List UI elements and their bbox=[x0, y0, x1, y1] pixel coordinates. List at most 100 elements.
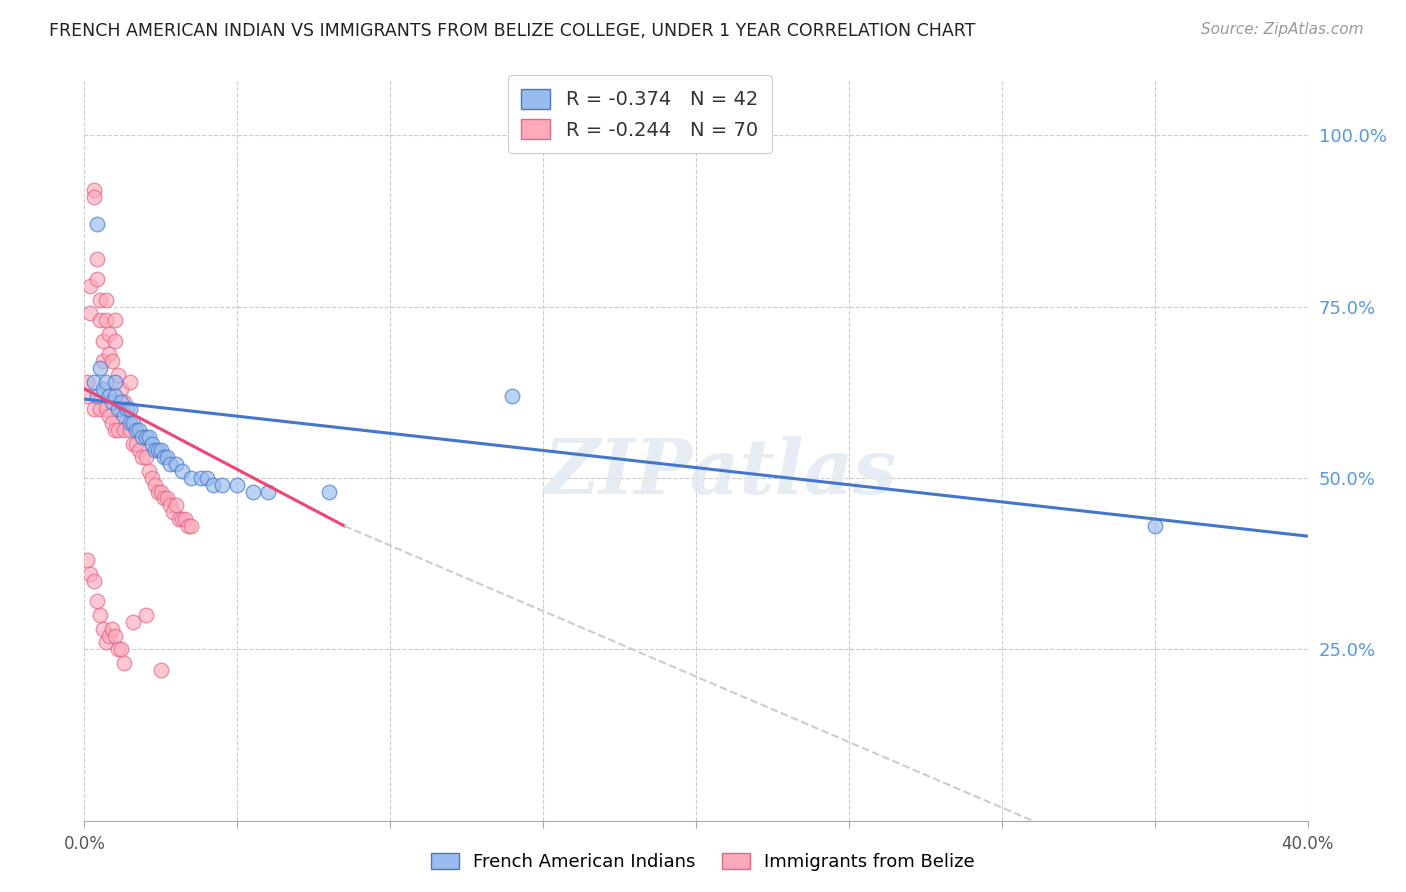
Point bbox=[135, 607, 157, 622]
Point bbox=[76, 375, 98, 389]
Point bbox=[165, 498, 187, 512]
Point bbox=[89, 313, 111, 327]
Point bbox=[112, 395, 135, 409]
Point bbox=[91, 354, 114, 368]
Point bbox=[110, 642, 132, 657]
Point bbox=[101, 395, 124, 409]
Point bbox=[76, 389, 98, 403]
Point bbox=[128, 423, 150, 437]
Point bbox=[120, 423, 142, 437]
Point bbox=[89, 402, 111, 417]
Point bbox=[89, 293, 111, 307]
Point bbox=[83, 402, 105, 417]
Point bbox=[138, 430, 160, 444]
Point bbox=[172, 512, 194, 526]
Point bbox=[1143, 519, 1166, 533]
Point bbox=[79, 566, 101, 581]
Point bbox=[156, 450, 179, 465]
Point bbox=[122, 416, 145, 430]
Point bbox=[83, 190, 105, 204]
Point bbox=[86, 594, 108, 608]
Point bbox=[122, 436, 145, 450]
Point bbox=[131, 450, 153, 465]
Point bbox=[107, 368, 129, 382]
Point bbox=[120, 402, 142, 417]
Point bbox=[165, 457, 187, 471]
Point bbox=[242, 484, 264, 499]
Point bbox=[135, 450, 157, 465]
Point bbox=[149, 663, 172, 677]
Point bbox=[120, 375, 142, 389]
Text: Source: ZipAtlas.com: Source: ZipAtlas.com bbox=[1201, 22, 1364, 37]
Point bbox=[190, 471, 212, 485]
Point bbox=[94, 293, 117, 307]
Point bbox=[94, 375, 117, 389]
Point bbox=[180, 519, 202, 533]
Point bbox=[112, 656, 135, 670]
Point bbox=[83, 183, 105, 197]
Point bbox=[143, 443, 166, 458]
Point bbox=[153, 491, 176, 506]
Point bbox=[125, 436, 148, 450]
Point bbox=[159, 498, 181, 512]
Point bbox=[101, 416, 124, 430]
Point bbox=[141, 436, 163, 450]
Point bbox=[83, 574, 105, 588]
Point bbox=[138, 464, 160, 478]
Point bbox=[91, 334, 114, 348]
Text: ZIPatlas: ZIPatlas bbox=[544, 435, 897, 509]
Point bbox=[120, 416, 142, 430]
Point bbox=[167, 512, 190, 526]
Point bbox=[110, 395, 132, 409]
Point bbox=[195, 471, 218, 485]
Point bbox=[135, 430, 157, 444]
Point bbox=[91, 622, 114, 636]
Point bbox=[110, 382, 132, 396]
Point bbox=[107, 642, 129, 657]
Point bbox=[159, 457, 181, 471]
Point bbox=[110, 402, 132, 417]
Point bbox=[128, 443, 150, 458]
Point bbox=[122, 615, 145, 629]
Point bbox=[318, 484, 340, 499]
Point bbox=[174, 512, 197, 526]
Point bbox=[162, 505, 184, 519]
Point bbox=[153, 450, 176, 465]
Point bbox=[104, 423, 127, 437]
Point bbox=[146, 443, 169, 458]
Point bbox=[156, 491, 179, 506]
Point bbox=[94, 313, 117, 327]
Point bbox=[91, 382, 114, 396]
Point bbox=[141, 471, 163, 485]
Point bbox=[115, 409, 138, 424]
Point bbox=[112, 423, 135, 437]
Point bbox=[149, 484, 172, 499]
Point bbox=[79, 279, 101, 293]
Point bbox=[97, 326, 120, 341]
Point bbox=[107, 423, 129, 437]
Point bbox=[177, 519, 200, 533]
Legend: R = -0.374   N = 42, R = -0.244   N = 70: R = -0.374 N = 42, R = -0.244 N = 70 bbox=[508, 75, 772, 153]
Point bbox=[97, 628, 120, 642]
Point bbox=[89, 607, 111, 622]
Point bbox=[107, 402, 129, 417]
Point bbox=[86, 389, 108, 403]
Point bbox=[115, 402, 138, 417]
Point bbox=[101, 622, 124, 636]
Point bbox=[79, 306, 101, 320]
Point bbox=[86, 252, 108, 266]
Point bbox=[502, 389, 524, 403]
Point bbox=[104, 375, 127, 389]
Point bbox=[257, 484, 280, 499]
Point bbox=[149, 443, 172, 458]
Point bbox=[172, 464, 194, 478]
Legend: French American Indians, Immigrants from Belize: French American Indians, Immigrants from… bbox=[425, 846, 981, 879]
Point bbox=[89, 361, 111, 376]
Point bbox=[97, 409, 120, 424]
Point bbox=[86, 272, 108, 286]
Point bbox=[76, 553, 98, 567]
Point bbox=[104, 334, 127, 348]
Point bbox=[83, 375, 105, 389]
Point bbox=[104, 389, 127, 403]
Point bbox=[97, 389, 120, 403]
